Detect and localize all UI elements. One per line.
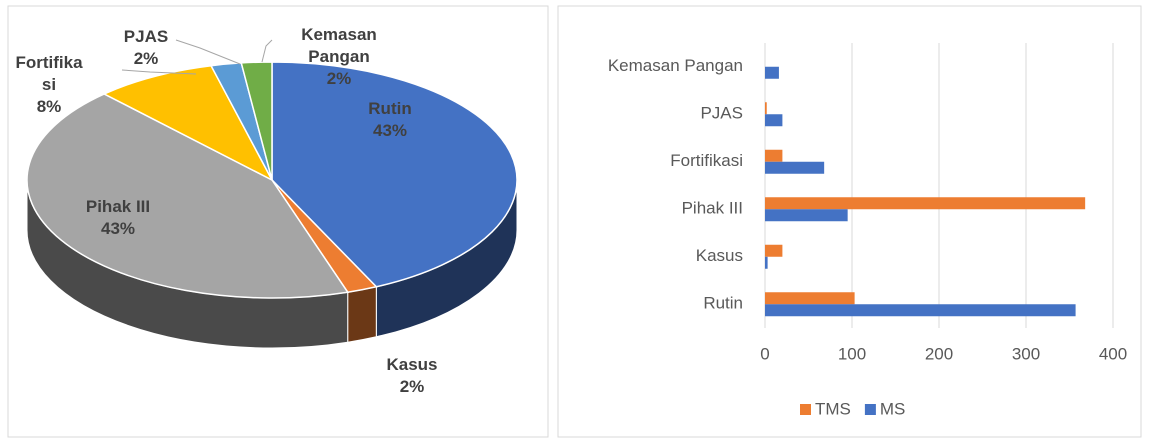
bar: [765, 256, 768, 269]
pie-label: Fortifikasi 8%: [14, 52, 84, 118]
category-label: Pihak III: [85, 197, 151, 216]
leader-line: [261, 39, 273, 63]
legend-label: MS: [880, 399, 906, 418]
legend-swatch: [800, 404, 811, 415]
pie-panel: [7, 5, 549, 438]
value-label: 2%: [399, 377, 425, 396]
pie: [26, 61, 518, 349]
bar: [765, 114, 783, 127]
pie-label: Kemasan Pangan 2%: [285, 24, 393, 90]
category-label: Rutin: [368, 99, 412, 118]
bar: [765, 149, 783, 162]
leader-line: [121, 69, 197, 75]
y-tick-label: Fortifikasi: [670, 151, 743, 170]
pie-slice: [102, 64, 274, 182]
category-label: Kemasan Pangan: [301, 25, 377, 66]
bar: [765, 292, 855, 305]
pie-label: Kasus 2%: [362, 354, 462, 398]
y-tick-label: Pihak III: [682, 199, 743, 218]
pie-slice: [240, 61, 273, 181]
category-label: Fortifikasi: [15, 53, 83, 94]
legend-label: TMS: [815, 399, 851, 418]
value-label: 2%: [133, 49, 159, 68]
bar: [765, 209, 848, 222]
x-tick-label: 400: [1099, 344, 1127, 363]
x-tick-label: 200: [925, 344, 953, 363]
pie-slice: [26, 93, 349, 299]
y-tick-label: PJAS: [700, 104, 743, 123]
bar: [765, 197, 1086, 210]
x-tick-label: 100: [838, 344, 866, 363]
y-tick-label: Kasus: [696, 246, 743, 265]
value-label: 2%: [326, 69, 352, 88]
bar: [765, 161, 825, 174]
y-tick-label: Rutin: [703, 294, 743, 313]
pie-label: PJAS 2%: [110, 26, 182, 70]
bar: [765, 102, 767, 115]
bar-panel: [557, 5, 1142, 438]
pie-slice: [271, 61, 518, 288]
bar-chart: 0 100 200 300 400 Rutin Kasus Pihak III Fortifik…: [608, 43, 1127, 418]
pie-side: [347, 286, 377, 343]
pie-label: Rutin 43%: [340, 98, 440, 142]
legend-swatch: [864, 404, 876, 415]
leader-line: [175, 39, 241, 65]
value-label: 8%: [36, 97, 62, 116]
value-label: 43%: [100, 219, 136, 238]
x-tick-label: 0: [760, 344, 769, 363]
pie-label: Pihak III 43%: [68, 196, 168, 240]
y-tick-label: Kemasan Pangan: [608, 56, 743, 75]
bar: [765, 244, 783, 257]
category-label: Kasus: [386, 355, 438, 374]
category-label: PJAS: [123, 27, 169, 46]
x-tick-label: 300: [1012, 344, 1040, 363]
value-label: 43%: [372, 121, 408, 140]
bar: [765, 66, 779, 79]
bar: [765, 304, 1076, 317]
